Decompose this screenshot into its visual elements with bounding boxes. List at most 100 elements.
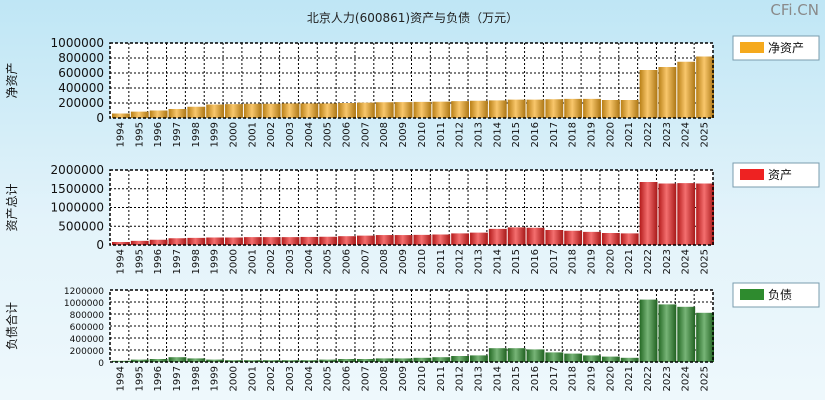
- bar: [149, 239, 168, 245]
- bar: [168, 238, 187, 245]
- bar: [319, 103, 338, 118]
- bar: [225, 104, 243, 118]
- bar: [338, 359, 356, 362]
- x-tick-label: 2017: [549, 366, 560, 391]
- y-tick-label: 1200000: [64, 287, 104, 297]
- x-tick-label: 2004: [304, 366, 315, 391]
- bar: [470, 232, 488, 245]
- legend-box: [732, 282, 820, 308]
- bar: [356, 359, 375, 362]
- bar: [130, 240, 149, 245]
- x-tick-label: 2003: [285, 249, 296, 274]
- plot-border: [109, 42, 714, 119]
- bar: [432, 234, 451, 245]
- bar: [206, 104, 225, 118]
- x-tick-label: 2018: [568, 122, 579, 147]
- x-tick-label: 2005: [323, 122, 334, 147]
- bar: [187, 358, 206, 362]
- bar: [300, 360, 319, 362]
- x-tick-label: 2007: [360, 366, 371, 391]
- x-tick-label: 2014: [492, 366, 503, 391]
- bar: [545, 352, 564, 362]
- x-tick-label: 2025: [700, 366, 711, 391]
- x-tick-label: 2015: [511, 366, 522, 391]
- x-tick-label: 2002: [266, 366, 277, 391]
- bar: [526, 99, 545, 118]
- y-tick-label: 600000: [70, 323, 105, 333]
- x-tick-label: 2019: [587, 122, 598, 147]
- legend-label: 资产: [768, 168, 792, 182]
- y-tick-label: 1000000: [64, 299, 104, 309]
- x-tick-label: 2019: [587, 249, 598, 274]
- bar: [658, 67, 677, 118]
- bar: [583, 231, 601, 245]
- bar: [243, 103, 262, 118]
- x-tick-label: 2016: [530, 122, 541, 147]
- x-tick-label: 1997: [172, 366, 183, 391]
- x-tick-label: 2012: [455, 249, 466, 274]
- x-tick-label: 2009: [398, 122, 409, 147]
- bar: [639, 299, 658, 362]
- x-tick-label: 2019: [587, 366, 598, 391]
- x-tick-label: 1995: [134, 122, 145, 147]
- bar: [262, 237, 281, 245]
- x-tick-label: 2000: [228, 366, 239, 391]
- y-tick-label: 1000000: [51, 36, 104, 50]
- bar: [583, 355, 601, 362]
- legend-label: 净资产: [768, 41, 804, 55]
- x-tick-label: 2001: [247, 122, 258, 147]
- bar: [413, 234, 432, 245]
- y-tick-label: 2000000: [51, 163, 104, 177]
- x-tick-label: 2005: [323, 249, 334, 274]
- bar: [112, 113, 130, 118]
- bar: [262, 103, 281, 118]
- bar: [620, 233, 639, 245]
- y-tick-label: 800000: [58, 51, 104, 65]
- legend-swatch: [740, 42, 764, 53]
- bar: [658, 183, 677, 245]
- bar: [564, 353, 583, 362]
- x-tick-label: 2017: [549, 249, 560, 274]
- bar: [225, 237, 243, 245]
- x-tick-label: 1995: [134, 366, 145, 391]
- y-tick-label: 200000: [70, 347, 105, 357]
- bar: [243, 360, 262, 362]
- bar: [413, 101, 432, 118]
- x-tick-label: 1995: [134, 249, 145, 274]
- bar: [564, 98, 583, 118]
- x-tick-label: 2016: [530, 249, 541, 274]
- bar: [262, 360, 281, 362]
- x-tick-label: 2011: [436, 122, 447, 147]
- x-tick-label: 2013: [473, 366, 484, 391]
- x-tick-label: 2001: [247, 249, 258, 274]
- x-tick-label: 2001: [247, 366, 258, 391]
- bar: [677, 306, 696, 362]
- x-tick-label: 2025: [700, 122, 711, 147]
- bar: [394, 235, 413, 245]
- x-tick-label: 2015: [511, 122, 522, 147]
- chart-panel-2: 2000000 1500000 1000000 500000 0 1994 1995 1996…: [5, 162, 820, 274]
- x-tick-label: 1996: [153, 249, 164, 274]
- x-tick-label: 2002: [266, 249, 277, 274]
- x-tick-label: 1998: [191, 122, 202, 147]
- legend-label: 负债: [768, 288, 792, 302]
- plot-border: [109, 289, 714, 363]
- x-tick-label: 2000: [228, 122, 239, 147]
- x-tick-label: 2012: [455, 122, 466, 147]
- x-tick-label: 1998: [191, 366, 202, 391]
- bar: [564, 230, 583, 245]
- y-tick-label: 0: [98, 359, 104, 369]
- x-tick-label: 2010: [417, 366, 428, 391]
- x-tick-label: 2007: [360, 249, 371, 274]
- bar: [168, 109, 187, 118]
- x-tick-label: 2018: [568, 249, 579, 274]
- x-tick-label: 2009: [398, 366, 409, 391]
- x-tick-label: 1998: [191, 249, 202, 274]
- plot-border: [109, 169, 714, 246]
- x-tick-label: 2018: [568, 366, 579, 391]
- y-tick-label: 800000: [70, 311, 105, 321]
- bar: [281, 360, 300, 362]
- x-tick-label: 1999: [210, 249, 221, 274]
